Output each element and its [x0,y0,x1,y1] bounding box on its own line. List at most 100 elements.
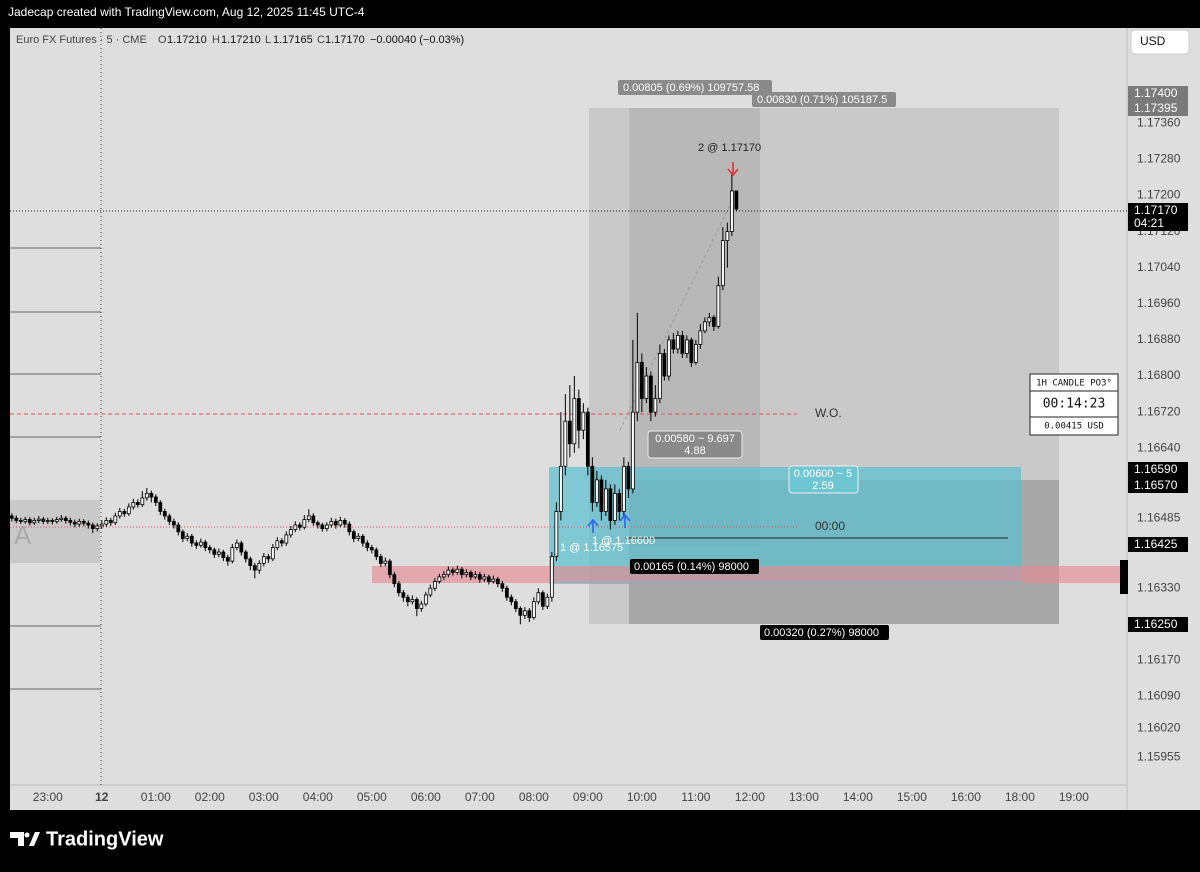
candle-body [356,535,361,539]
candle-body [189,535,194,544]
y-tick-label: 1.16960 [1137,296,1181,310]
candle-body [675,335,680,350]
measure-label: 2.59 [812,480,833,492]
ohlc-label: O [158,34,167,46]
candle-body [338,520,343,526]
y-tick-label: 1.15955 [1137,750,1181,764]
x-tick-label: 05:00 [357,790,387,804]
labels: 0.00805 (0.69%) 109757.58 0.00830 (0.71%… [560,80,1119,640]
candle-body [702,321,707,332]
candle-body [419,603,424,609]
brand-logo [10,832,40,846]
candle-body [293,524,298,530]
y-tick-label: 1.16880 [1137,332,1181,346]
zone-box [10,500,100,563]
credit: Jadecap created with TradingView.com, Au… [8,5,365,19]
x-tick-label: 15:00 [897,790,927,804]
x-tick-label: 08:00 [519,790,549,804]
candle-body [612,492,617,521]
candle-body [288,529,293,536]
risk-label-box [760,625,889,640]
ohlc-label: H [212,34,220,46]
candle-body [270,547,275,560]
candle-body [450,569,455,573]
candle-body [378,556,383,564]
ohlc-label: L [265,34,271,46]
wo-label: W.O. [815,406,842,420]
candle-body [437,576,442,582]
ohlc-value: 1.17170 [325,34,365,46]
countdown: 04:21 [1134,216,1164,230]
x-tick-label: 11:00 [681,790,710,804]
candle-body [320,524,325,530]
candle-body [23,519,28,522]
candle-body [527,610,532,618]
candle-body [599,479,604,512]
candle-body [333,520,338,526]
zone-letter: A [14,520,32,550]
panel-title: 1H CANDLE PO3° [1036,379,1112,389]
candle-body [279,540,284,544]
range-label: 0.00805 (0.69%) 109757.58 [623,82,759,94]
candle-body [545,596,550,607]
change: −0.00040 (−0.03%) [370,34,464,46]
candle-body [32,520,37,524]
candle-body [707,316,712,323]
candle-body [671,339,676,350]
y-tick-label: 1.17360 [1137,115,1181,129]
left-levels [10,247,101,690]
candle-body [153,496,158,503]
candle-body [522,610,527,616]
candle-body [113,515,118,524]
range-label-box [618,80,772,95]
candle-body [45,520,50,522]
candle-body [329,520,334,526]
candle-body [234,542,239,548]
ohlc-value: 1.17210 [221,34,261,46]
currency-button[interactable] [1130,29,1190,55]
candle-body [162,511,167,517]
badge [1128,617,1188,632]
candle-body [554,511,559,557]
candle-body [572,398,577,445]
candle-body [351,531,356,539]
candle-body [662,353,667,377]
candle-body [396,583,401,594]
candle-body [180,531,185,539]
candle-body [459,568,464,576]
candle-body [603,488,608,512]
candle-body [324,524,329,530]
candle-body [9,515,14,519]
candle-body [374,549,379,557]
candle-body [495,578,500,585]
y-tick-label: 1.16020 [1137,720,1181,734]
midnight-label: 00:00 [815,519,845,533]
candle-body [410,599,415,603]
candle-body [68,520,73,523]
candle-body [86,522,91,526]
candle-body [306,515,311,520]
y-tick-label: 1.17280 [1137,152,1181,166]
candle-body [473,574,478,578]
candle-body [405,596,410,603]
x-tick-label: 06:00 [411,790,441,804]
x-tick-label: 04:00 [303,790,333,804]
candle-body [392,574,397,585]
x-tick-label: 01:00 [141,790,171,804]
candle-body [464,571,469,576]
currency[interactable]: USD [1140,34,1166,48]
candle-body [59,517,64,520]
candle-body [266,556,271,560]
y-tick-label: 1.17040 [1137,260,1181,274]
price-badge: 1.16570 [1134,478,1178,492]
measure-label: 4.88 [684,445,705,457]
candle-body [131,502,136,508]
candle-body [248,558,253,567]
x-tick-label: 12:00 [735,790,765,804]
candle-body [486,576,491,582]
candle-body [567,420,572,445]
candle-body [315,522,320,526]
candle-body [257,562,262,571]
candle-body [585,411,590,467]
ohlc-value: 1.17165 [273,34,313,46]
